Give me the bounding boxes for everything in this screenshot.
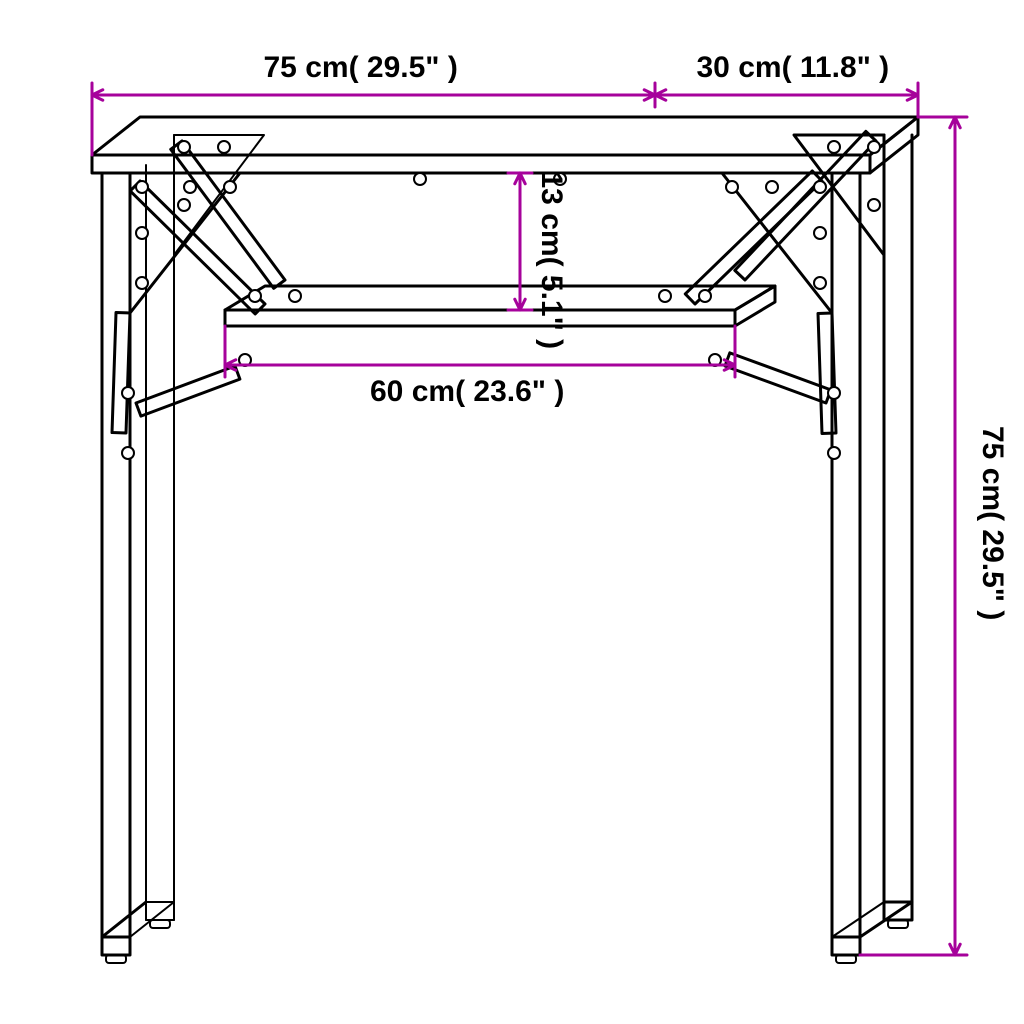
furniture-dimension-diagram: 75 cm( 29.5" ) 30 cm( 11.8" ) 13 cm( 5.1" … [0,0,1024,1024]
svg-text:13 cm( 5.1" ): 13 cm( 5.1" ) [535,172,568,350]
svg-text:30 cm( 11.8" ): 30 cm( 11.8" ) [697,51,890,84]
svg-text:75 cm( 29.5" ): 75 cm( 29.5" ) [264,51,458,84]
svg-text:60 cm( 23.6" ): 60 cm( 23.6" ) [370,375,564,408]
svg-text:75 cm( 29.5" ): 75 cm( 29.5" ) [976,426,1009,620]
